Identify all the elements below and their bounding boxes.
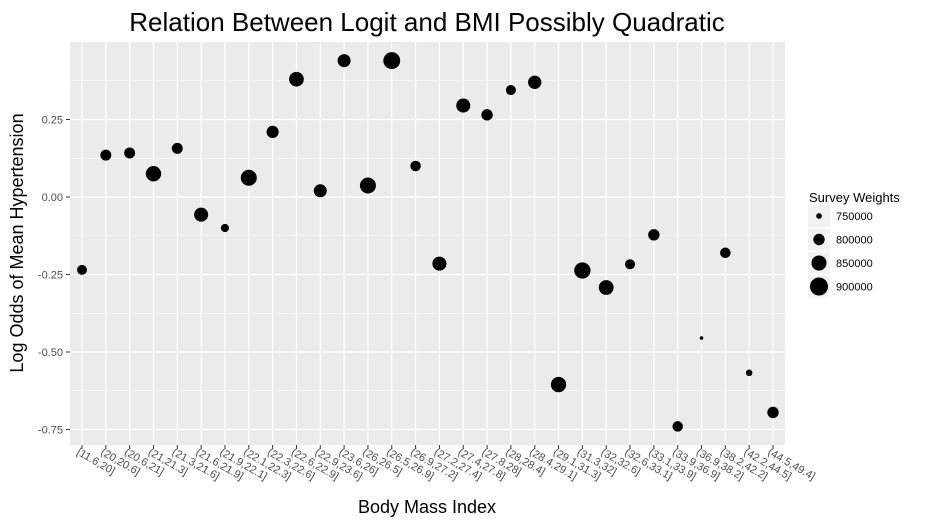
data-point <box>77 264 87 275</box>
data-point <box>171 142 183 154</box>
y-axis-ticks: -0.75 -0.50 -0.25 0.00 0.25 <box>38 115 70 437</box>
data-point <box>359 177 376 194</box>
data-point <box>194 207 209 222</box>
data-point <box>456 98 471 113</box>
legend: Survey Weights 750000 800000 850000 900000 <box>808 190 900 298</box>
chart-title: Relation Between Logit and BMI Possibly … <box>129 7 724 37</box>
data-point <box>648 229 660 241</box>
data-point <box>745 369 753 377</box>
data-point <box>145 166 162 182</box>
grid-lines <box>70 42 785 445</box>
data-point <box>383 52 401 70</box>
legend-label: 800000 <box>836 235 873 247</box>
y-tick-label: 0.25 <box>42 115 63 127</box>
data-point <box>672 421 683 432</box>
y-tick-label: 0.00 <box>42 192 63 204</box>
legend-label: 850000 <box>836 258 873 270</box>
legend-symbol <box>813 233 825 246</box>
data-points <box>77 52 779 432</box>
data-point <box>313 184 327 198</box>
y-tick-label: -0.25 <box>38 270 63 282</box>
data-point <box>220 223 230 233</box>
legend-label: 900000 <box>836 282 873 294</box>
legend-items: 750000 800000 850000 900000 <box>808 205 873 298</box>
legend-symbol <box>816 213 822 219</box>
data-point <box>410 160 421 172</box>
data-point <box>289 71 304 87</box>
plot-panel <box>70 42 785 445</box>
data-point <box>505 85 516 96</box>
data-point <box>266 125 279 139</box>
data-point <box>528 75 542 89</box>
legend-label: 750000 <box>836 211 873 223</box>
data-point <box>481 109 493 121</box>
legend-symbol <box>811 255 827 271</box>
y-axis-title: Log Odds of Mean Hypertension <box>7 113 27 372</box>
data-point <box>699 336 704 340</box>
y-tick-label: -0.75 <box>38 425 63 437</box>
data-point <box>574 262 591 279</box>
x-axis-ticks: [11.6,20](20,20.6](20.6,21](21,21.3](21.… <box>75 445 817 483</box>
legend-symbol <box>810 277 828 296</box>
x-axis-title: Body Mass Index <box>358 497 496 517</box>
legend-title: Survey Weights <box>809 190 900 205</box>
data-point <box>550 376 567 393</box>
data-point <box>767 406 779 419</box>
data-point <box>124 147 136 159</box>
data-point <box>337 54 351 68</box>
data-point <box>625 259 636 270</box>
y-tick-label: -0.50 <box>38 347 63 359</box>
data-point <box>598 280 614 295</box>
data-point <box>100 149 112 161</box>
data-point <box>432 256 447 271</box>
data-point <box>240 169 257 186</box>
data-point <box>720 247 731 259</box>
